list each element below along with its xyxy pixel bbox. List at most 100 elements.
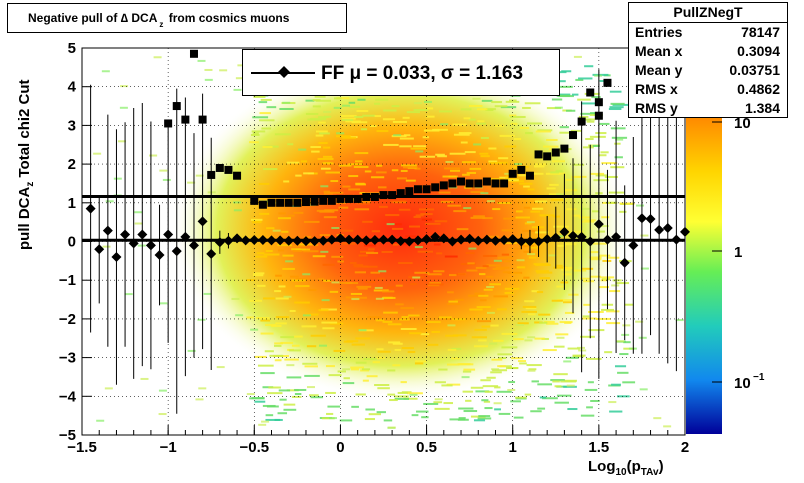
heatmap-cell: [556, 385, 567, 388]
heatmap-cell: [274, 359, 282, 362]
heatmap-cell: [482, 217, 493, 220]
diamond-point: [568, 230, 579, 241]
heatmap-cell: [421, 416, 429, 419]
heatmap-cell: [310, 117, 327, 120]
heatmap-cell: [476, 108, 488, 111]
heatmap-cell: [507, 271, 523, 274]
square-point: [534, 150, 543, 159]
heatmap-cell: [515, 216, 531, 219]
square-point: [508, 169, 517, 178]
heatmap-cell: [504, 291, 514, 294]
heatmap-cell: [443, 402, 454, 405]
heatmap-cell: [387, 286, 395, 289]
heatmap-cell: [504, 177, 520, 180]
heatmap-cell: [523, 206, 531, 209]
heatmap-cell: [486, 235, 499, 238]
heatmap-cell: [522, 106, 531, 109]
diamond-point: [602, 234, 613, 245]
heatmap-cell: [598, 154, 607, 157]
heatmap-cell: [617, 371, 629, 374]
heatmap-cell: [303, 250, 319, 253]
heatmap-cell: [334, 97, 342, 100]
heatmap-cell: [502, 242, 517, 245]
heatmap-cell: [265, 414, 274, 417]
heatmap-cell: [464, 151, 476, 154]
heatmap-cell: [539, 214, 555, 217]
heatmap-cell: [498, 357, 507, 360]
heatmap-cell: [566, 384, 575, 387]
heatmap-cell: [376, 356, 385, 359]
square-point: [577, 117, 586, 126]
heatmap-cell: [477, 120, 485, 123]
heatmap-cell: [294, 335, 303, 338]
heatmap-cell: [480, 379, 491, 382]
heatmap-cell: [311, 150, 320, 153]
heatmap-cell: [481, 325, 491, 328]
square-point: [258, 200, 267, 209]
heatmap-cell: [289, 309, 296, 312]
heatmap-cell: [578, 349, 587, 352]
z-tick-label: 1: [734, 244, 742, 261]
y-tick-label: 0: [68, 234, 76, 251]
heatmap-cell: [195, 174, 204, 177]
heatmap-cell: [402, 116, 410, 119]
heatmap-cell: [571, 175, 582, 178]
stats-value: 1.384: [744, 100, 780, 116]
heatmap-cell: [256, 252, 265, 255]
heatmap-cell: [357, 287, 368, 290]
heatmap-cell: [415, 214, 424, 217]
heatmap-cell: [378, 186, 387, 189]
heatmap-cell: [610, 166, 625, 169]
heatmap-cell: [302, 362, 318, 365]
heatmap-cell: [483, 288, 493, 291]
heatmap-cell: [320, 308, 337, 311]
heatmap-cell: [492, 339, 504, 342]
heatmap-cell: [399, 137, 414, 140]
heatmap-cell: [475, 266, 487, 269]
heatmap-cell: [401, 243, 411, 246]
heatmap-cell: [458, 417, 466, 420]
square-point: [500, 179, 509, 188]
heatmap-cell: [501, 332, 518, 335]
heatmap-cell: [353, 264, 364, 267]
heatmap-cell: [526, 122, 543, 125]
diamond-point: [387, 234, 398, 245]
square-point: [405, 187, 414, 196]
heatmap-cell: [265, 250, 273, 253]
heatmap-cell: [235, 314, 244, 317]
heatmap-cell: [261, 420, 270, 423]
heatmap-cell: [427, 273, 442, 276]
heatmap-cell: [298, 148, 307, 151]
square-point: [517, 165, 526, 174]
heatmap-cell: [253, 95, 266, 98]
square-point: [379, 191, 388, 200]
heatmap-cell: [266, 106, 277, 109]
heatmap-cell: [292, 250, 303, 253]
heatmap-cell: [513, 163, 522, 166]
heatmap-cell: [309, 394, 319, 397]
heatmap-cell: [572, 163, 585, 166]
heatmap-cell: [342, 136, 357, 139]
heatmap-cell: [405, 179, 416, 182]
heatmap-cell: [427, 343, 439, 346]
heatmap-cell: [519, 362, 527, 365]
heatmap-cell: [581, 207, 590, 210]
heatmap-cell: [581, 220, 595, 223]
square-point: [525, 171, 534, 180]
heatmap-cell: [482, 385, 499, 388]
heatmap-cell: [570, 129, 582, 132]
heatmap-cell: [527, 336, 536, 339]
heatmap-cell: [275, 297, 289, 300]
heatmap-cell: [498, 161, 508, 164]
heatmap-cell: [140, 377, 149, 380]
heatmap-cell: [619, 210, 627, 213]
heatmap-cell: [544, 320, 555, 323]
heatmap-cell: [387, 393, 396, 396]
square-point: [198, 115, 207, 124]
heatmap-cell: [458, 363, 474, 366]
heatmap-cell: [396, 177, 407, 180]
diamond-point: [197, 216, 208, 227]
heatmap-cell: [364, 170, 372, 173]
heatmap-cell: [590, 258, 602, 261]
heatmap-cell: [552, 380, 560, 383]
